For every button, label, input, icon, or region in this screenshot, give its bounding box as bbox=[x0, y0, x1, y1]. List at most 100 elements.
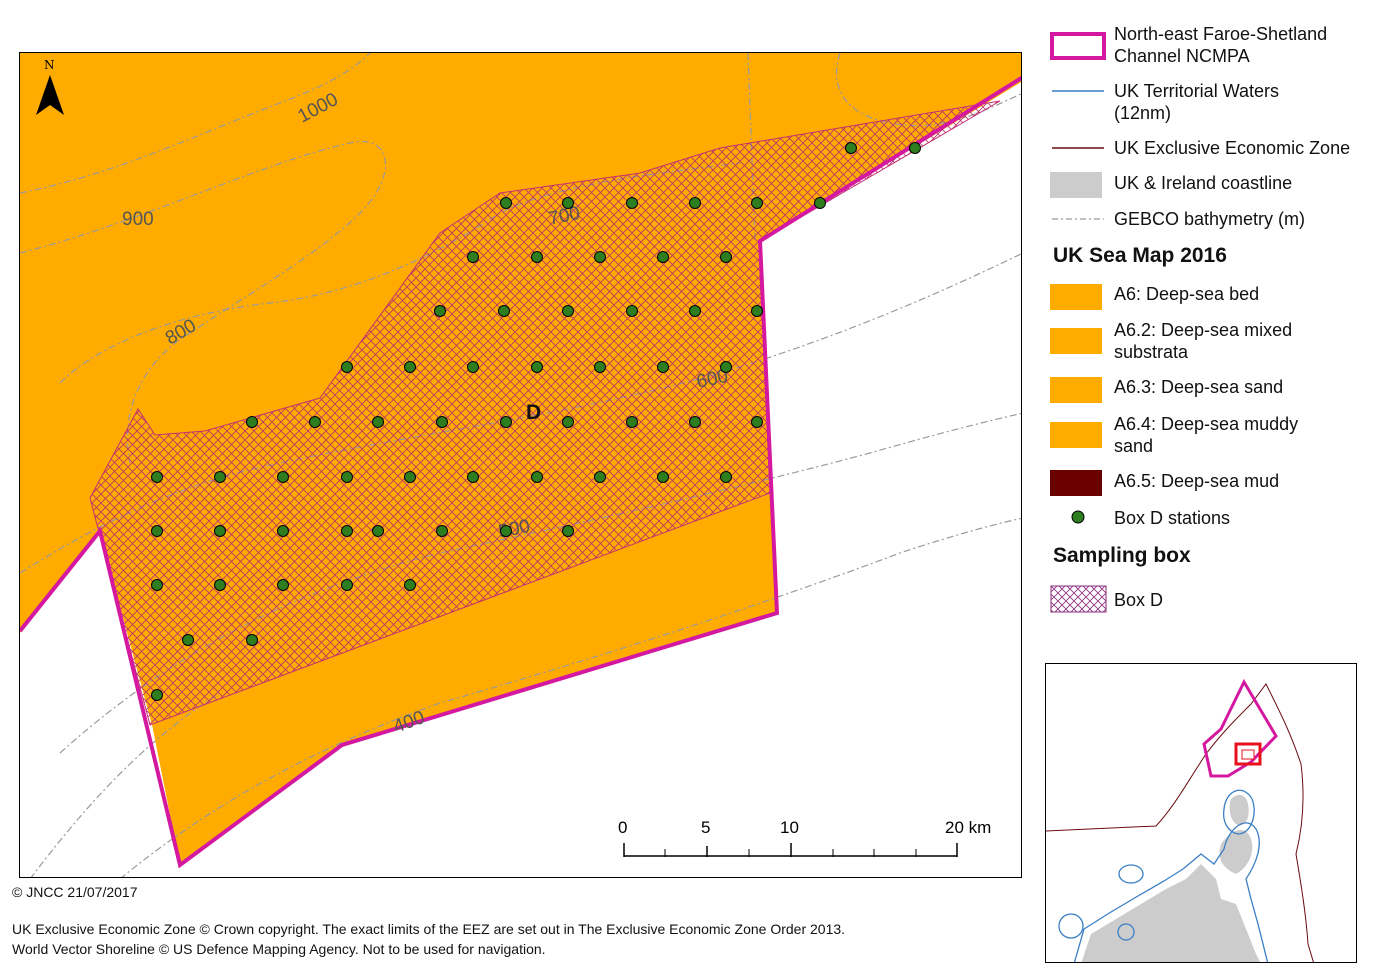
station-marker bbox=[751, 197, 763, 209]
inset-ncmpa bbox=[1202, 678, 1278, 778]
scale-bar: 0 5 10 20 km bbox=[618, 818, 991, 857]
inset-canvas bbox=[1046, 678, 1314, 962]
seabed-lower bbox=[100, 493, 777, 865]
coastline-legend-icon bbox=[1050, 172, 1102, 198]
a6-legend-swatch bbox=[1050, 284, 1102, 310]
station-marker bbox=[594, 471, 606, 483]
a6-2-legend-swatch bbox=[1050, 328, 1102, 354]
white-lower-left bbox=[20, 533, 180, 877]
station-marker bbox=[562, 416, 574, 428]
eez-legend-icon bbox=[1052, 147, 1104, 149]
station-marker bbox=[246, 416, 258, 428]
legend-territorial-label-1: UK Territorial Waters bbox=[1114, 81, 1280, 101]
station-marker bbox=[372, 525, 384, 537]
station-marker bbox=[657, 361, 669, 373]
legend-sampling-heading: Sampling box bbox=[1053, 544, 1191, 567]
station-marker bbox=[626, 305, 638, 317]
station-marker bbox=[498, 305, 510, 317]
legend-a6-5-label: A6.5: Deep-sea mud bbox=[1114, 471, 1280, 491]
station-marker bbox=[151, 525, 163, 537]
station-marker bbox=[626, 197, 638, 209]
legend-coastline-label: UK & Ireland coastline bbox=[1114, 173, 1293, 193]
legend-eez-label: UK Exclusive Economic Zone bbox=[1114, 138, 1351, 158]
box-d-legend-swatch bbox=[1050, 585, 1107, 613]
station-marker bbox=[531, 251, 543, 263]
map-canvas: 1000 900 800 700 600 500 400 D N bbox=[20, 53, 1021, 877]
station-marker bbox=[720, 471, 732, 483]
station-marker bbox=[689, 197, 701, 209]
north-label: N bbox=[44, 58, 55, 72]
territorial-waters-legend-icon bbox=[1052, 90, 1104, 92]
station-marker bbox=[277, 525, 289, 537]
station-marker bbox=[436, 525, 448, 537]
box-d-label: D bbox=[526, 401, 541, 424]
bathymetry-legend-icon bbox=[1052, 218, 1104, 220]
inset-eez-line bbox=[1046, 683, 1314, 962]
contour-label-900: 900 bbox=[122, 209, 154, 230]
a6-5-legend-swatch bbox=[1050, 470, 1102, 496]
scale-label-10: 10 bbox=[780, 818, 799, 837]
a6-3-legend-swatch bbox=[1050, 377, 1102, 403]
station-marker bbox=[500, 416, 512, 428]
station-marker bbox=[341, 471, 353, 483]
station-marker bbox=[500, 197, 512, 209]
box-d-stations bbox=[151, 142, 921, 701]
station-marker bbox=[277, 579, 289, 591]
legend-a6-2-label-2: substrata bbox=[1114, 342, 1189, 362]
station-marker bbox=[404, 471, 416, 483]
station-marker bbox=[341, 525, 353, 537]
station-marker bbox=[720, 361, 732, 373]
ncmpa-boundary bbox=[20, 75, 1021, 869]
copyright-text: © JNCC 21/07/2017 bbox=[12, 884, 138, 900]
legend-a6-4-label-1: A6.4: Deep-sea muddy bbox=[1114, 414, 1299, 434]
station-marker bbox=[562, 525, 574, 537]
legend-stations-label: Box D stations bbox=[1114, 508, 1231, 528]
station-marker bbox=[214, 525, 226, 537]
station-marker bbox=[814, 197, 826, 209]
station-marker bbox=[151, 689, 163, 701]
station-marker bbox=[404, 579, 416, 591]
station-marker bbox=[594, 361, 606, 373]
station-marker bbox=[246, 634, 258, 646]
station-marker bbox=[751, 416, 763, 428]
station-marker bbox=[341, 579, 353, 591]
station-marker bbox=[689, 416, 701, 428]
legend-a6-label: A6: Deep-sea bed bbox=[1114, 284, 1260, 304]
station-marker bbox=[214, 579, 226, 591]
station-marker bbox=[562, 197, 574, 209]
station-marker bbox=[657, 251, 669, 263]
ncmpa-legend-icon bbox=[1050, 32, 1106, 60]
scale-label-0: 0 bbox=[618, 818, 627, 837]
north-arrow-icon: N bbox=[36, 58, 64, 115]
station-marker bbox=[309, 416, 321, 428]
scale-label-5: 5 bbox=[701, 818, 710, 837]
station-marker bbox=[720, 251, 732, 263]
legend-a6-2-label-1: A6.2: Deep-sea mixed bbox=[1114, 320, 1293, 340]
station-marker bbox=[467, 251, 479, 263]
station-marker bbox=[214, 471, 226, 483]
station-marker bbox=[151, 579, 163, 591]
main-map[interactable]: 1000 900 800 700 600 500 400 D N bbox=[19, 52, 1022, 878]
station-marker bbox=[562, 305, 574, 317]
scale-label-20km: 20 km bbox=[945, 818, 991, 837]
inset-locator-map bbox=[1045, 663, 1357, 963]
legend-ncmpa-label-2: Channel NCMPA bbox=[1114, 46, 1250, 66]
legend-a6-3-label: A6.3: Deep-sea sand bbox=[1114, 377, 1284, 397]
legend-box-d-label: Box D bbox=[1114, 590, 1164, 610]
legend-sea-map-heading: UK Sea Map 2016 bbox=[1053, 244, 1227, 267]
station-legend-icon bbox=[1071, 510, 1085, 524]
station-marker bbox=[436, 416, 448, 428]
station-marker bbox=[372, 416, 384, 428]
station-marker bbox=[500, 525, 512, 537]
station-marker bbox=[594, 251, 606, 263]
station-marker bbox=[657, 471, 669, 483]
footer-shoreline-notice: World Vector Shoreline © US Defence Mapp… bbox=[12, 941, 546, 957]
legend-territorial-label-2: (12nm) bbox=[1114, 103, 1172, 123]
station-marker bbox=[434, 305, 446, 317]
station-marker bbox=[909, 142, 921, 154]
station-marker bbox=[341, 361, 353, 373]
a6-4-legend-swatch bbox=[1050, 422, 1102, 448]
white-right bbox=[182, 82, 1021, 877]
station-marker bbox=[277, 471, 289, 483]
footer-eez-notice: UK Exclusive Economic Zone © Crown copyr… bbox=[12, 921, 846, 937]
